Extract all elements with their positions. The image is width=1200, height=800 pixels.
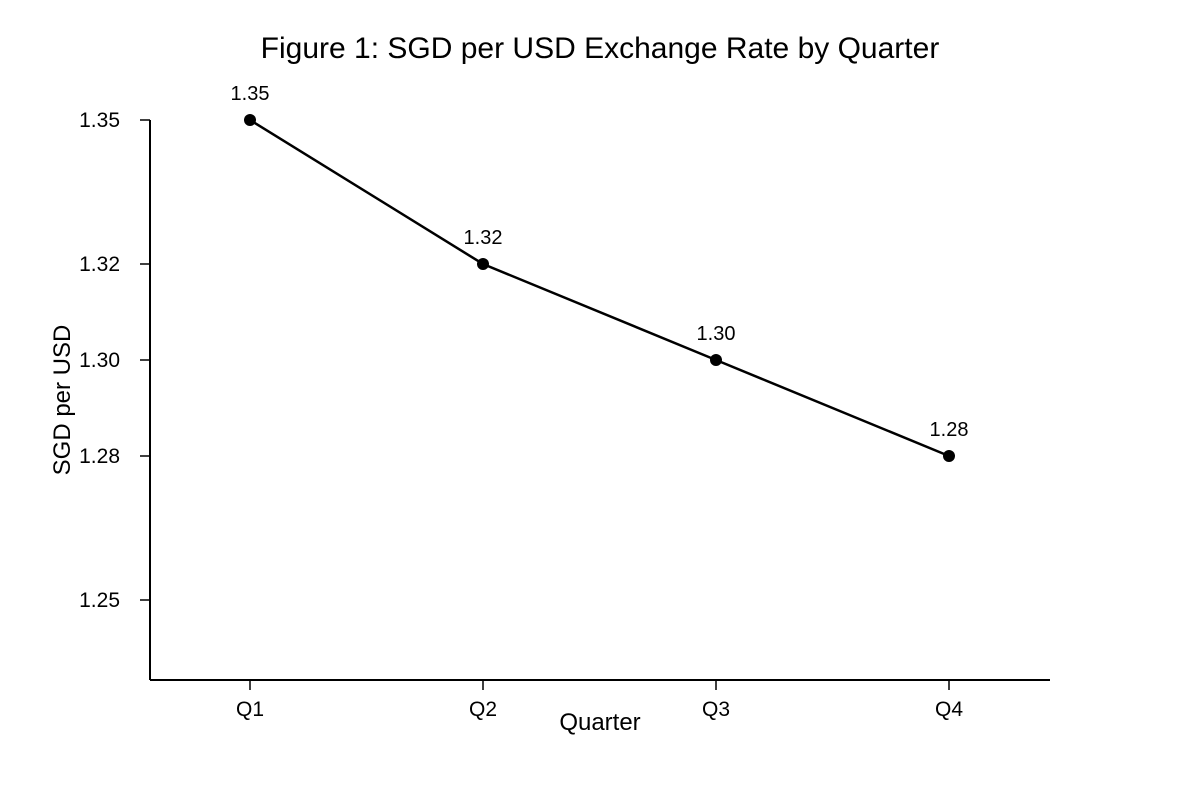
x-tick-label: Q4 <box>935 698 963 721</box>
series-line <box>249 118 950 458</box>
data-label: 1.28 <box>930 419 969 441</box>
data-point <box>244 114 256 126</box>
y-tick-label: 1.25 <box>79 589 120 612</box>
y-tick-label: 1.28 <box>79 445 120 468</box>
series-layer: 1.35 1.32 1.30 1.28 <box>231 83 969 462</box>
x-tick-label: Q2 <box>469 698 497 721</box>
x-axis-ticks: Q1 Q2 Q3 Q4 <box>236 680 963 721</box>
x-axis-label: Quarter <box>559 709 640 736</box>
data-point <box>943 450 955 462</box>
data-label: 1.32 <box>464 227 503 249</box>
y-tick-label: 1.35 <box>79 109 120 132</box>
x-tick-label: Q3 <box>702 698 730 721</box>
data-label: 1.35 <box>231 83 270 105</box>
y-tick-label: 1.30 <box>79 349 120 372</box>
data-point <box>477 258 489 270</box>
data-point <box>710 354 722 366</box>
y-axis-ticks: 1.25 1.28 1.30 1.32 1.35 <box>79 109 150 612</box>
data-label: 1.30 <box>697 323 736 345</box>
y-axis-label: SGD per USD <box>49 325 76 476</box>
x-tick-label: Q1 <box>236 698 264 721</box>
y-tick-label: 1.32 <box>79 253 120 276</box>
chart-title: Figure 1: SGD per USD Exchange Rate by Q… <box>261 32 940 65</box>
